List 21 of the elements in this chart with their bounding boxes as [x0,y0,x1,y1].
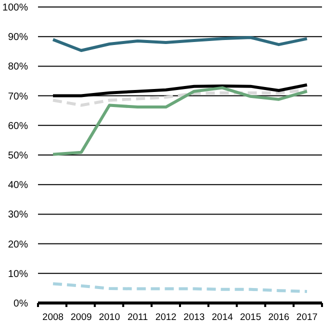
x-tick-label: 2012 [155,312,176,323]
y-tick-label: 80% [8,62,28,73]
x-tick-label: 2015 [240,312,262,323]
x-tick-label: 2010 [98,312,120,323]
x-tick-label: 2009 [70,312,92,323]
y-tick-label: 20% [8,239,28,250]
y-tick-label: 40% [8,180,28,192]
x-tick-label: 2011 [127,312,148,323]
y-tick-label: 70% [8,91,28,102]
x-tick-label: 2016 [268,312,290,323]
y-tick-label: 90% [8,32,28,44]
x-tick-label: 2014 [212,312,233,323]
y-tick-label: 60% [8,120,28,132]
y-tick-label: 100% [2,2,28,14]
y-tick-label: 10% [8,268,28,280]
y-tick-label: 50% [8,150,28,162]
x-tick-label: 2008 [42,312,64,323]
x-tick-label: 2017 [296,312,318,323]
y-tick-label: 0% [14,298,28,310]
y-tick-label: 30% [8,210,28,221]
x-tick-label: 2013 [184,312,205,323]
